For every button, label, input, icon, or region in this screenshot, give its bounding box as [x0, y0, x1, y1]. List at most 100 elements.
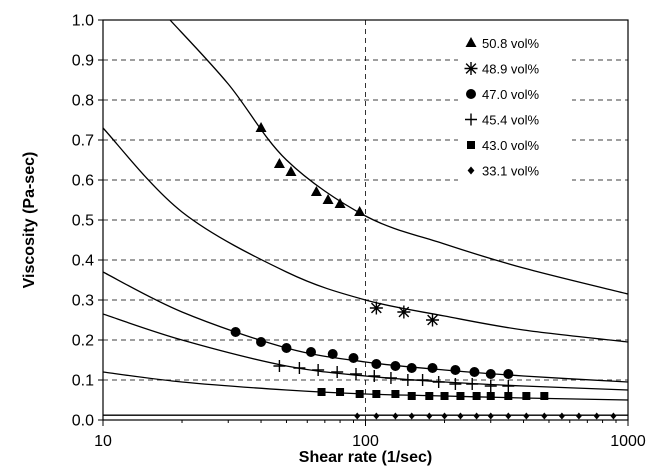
data-point-circle	[281, 343, 292, 353]
legend-label: 48.9 vol%	[482, 62, 540, 77]
data-point-diamond	[505, 412, 512, 420]
legend-marker-triangle	[465, 37, 477, 47]
y-tick-label: 0.3	[72, 293, 94, 310]
data-point-diamond	[457, 412, 464, 420]
data-point-diamond	[426, 412, 433, 420]
data-point-square	[336, 388, 345, 396]
y-tick-label: 0.5	[72, 213, 94, 230]
data-point-square	[522, 392, 531, 400]
data-point-plus	[368, 370, 381, 382]
data-point-triangle	[273, 158, 285, 168]
data-points	[230, 122, 617, 420]
data-point-diamond	[558, 412, 565, 420]
data-point-diamond	[441, 412, 448, 420]
data-point-asterisk	[426, 313, 440, 327]
data-point-plus	[416, 374, 429, 386]
data-point-plus	[432, 376, 445, 388]
legend-label: 50.8 vol%	[482, 36, 540, 51]
data-point-diamond	[373, 412, 380, 420]
data-point-diamond	[473, 412, 480, 420]
data-point-asterisk	[369, 301, 383, 315]
data-point-plus	[293, 362, 306, 374]
data-point-plus	[502, 380, 515, 392]
fit-curve-0	[169, 20, 628, 295]
data-point-plus	[331, 366, 344, 378]
data-point-square	[486, 392, 495, 400]
fit-curve-2	[103, 271, 628, 383]
data-point-circle	[256, 337, 267, 347]
y-tick-label: 0.2	[72, 333, 94, 350]
data-point-circle	[503, 369, 514, 379]
y-tick-label: 0.6	[72, 173, 94, 190]
legend-label: 45.4 vol%	[482, 113, 540, 128]
data-point-circle	[406, 363, 417, 373]
data-point-circle	[469, 367, 480, 377]
data-point-diamond	[523, 412, 530, 420]
y-tick-label: 0.0	[72, 413, 94, 430]
data-point-circle	[348, 353, 359, 363]
legend-marker-asterisk	[464, 62, 478, 75]
data-point-diamond	[575, 412, 582, 420]
data-point-circle	[371, 359, 382, 369]
data-point-plus	[466, 378, 479, 390]
data-point-square	[391, 390, 400, 398]
data-point-circle	[390, 361, 401, 371]
data-point-diamond	[593, 412, 600, 420]
data-point-circle	[450, 365, 461, 375]
data-point-plus	[349, 368, 362, 380]
fit-curve-3	[103, 313, 628, 391]
data-point-circle	[327, 349, 338, 359]
data-point-diamond	[541, 412, 548, 420]
data-point-square	[456, 392, 465, 400]
data-point-triangle	[310, 186, 322, 196]
data-point-square	[355, 390, 364, 398]
legend-marker-diamond	[467, 166, 475, 175]
y-tick-label: 1.0	[72, 13, 94, 30]
data-point-square	[425, 392, 434, 400]
legend: 50.8 vol% 48.9 vol% 47.0 vol% 45.4 vol% 43.0…	[458, 29, 572, 188]
data-point-triangle	[285, 166, 297, 176]
legend-box	[458, 29, 572, 188]
data-point-square	[472, 392, 481, 400]
data-point-circle	[306, 347, 317, 357]
data-point-square	[540, 392, 549, 400]
data-point-square	[504, 392, 513, 400]
data-point-circle	[485, 369, 496, 379]
legend-label: 43.0 vol%	[482, 138, 540, 153]
y-axis-title: Viscosity (Pa-sec)	[21, 152, 38, 289]
data-point-asterisk	[397, 305, 411, 319]
fit-curve-1	[103, 127, 628, 343]
legend-marker-square	[467, 141, 475, 149]
data-point-circle	[427, 363, 438, 373]
data-point-triangle	[334, 198, 346, 208]
legend-label: 47.0 vol%	[482, 87, 540, 102]
y-tick-label: 0.9	[72, 53, 94, 70]
x-tick-label: 10	[94, 433, 112, 450]
data-point-diamond	[392, 412, 399, 420]
data-point-square	[440, 392, 449, 400]
y-tick-label: 0.7	[72, 133, 94, 150]
data-point-plus	[401, 374, 414, 386]
y-tick-label: 0.1	[72, 373, 94, 390]
data-point-plus	[273, 360, 286, 372]
y-tick-label: 0.4	[72, 253, 94, 270]
y-axis-ticks: 0.0 0.1 0.2 0.3 0.4 0.5 0.6 0.7 0.8 0.9 1.0	[72, 13, 103, 430]
data-point-square	[317, 388, 326, 396]
legend-marker-plus	[465, 113, 477, 126]
x-tick-label: 1000	[610, 433, 646, 450]
y-tick-label: 0.8	[72, 93, 94, 110]
legend-marker-circle	[466, 89, 476, 99]
data-point-plus	[384, 372, 397, 384]
x-tick-label: 100	[352, 433, 379, 450]
data-point-circle	[230, 327, 241, 337]
data-point-square	[372, 390, 381, 398]
legend-label: 33.1 vol%	[482, 164, 540, 179]
x-axis-ticks: 10 100 1000	[94, 420, 646, 450]
data-point-plus	[484, 380, 497, 392]
data-point-diamond	[487, 412, 494, 420]
data-point-triangle	[322, 194, 334, 204]
data-point-diamond	[610, 412, 617, 420]
x-axis-title: Shear rate (1/sec)	[299, 449, 432, 466]
data-point-diamond	[354, 412, 361, 420]
